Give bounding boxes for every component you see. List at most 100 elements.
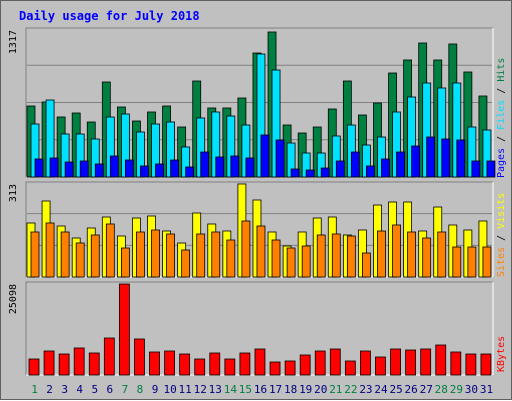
day-label-16: 16 (254, 383, 267, 396)
bar-sites-8 (136, 231, 145, 278)
panel-mid-max-label: 313 (8, 184, 19, 202)
bar-sites-7 (120, 247, 130, 278)
bar-sites-18 (286, 247, 296, 278)
day-label-31: 31 (480, 383, 493, 396)
bar-kbytes-11 (179, 353, 191, 376)
panel-bottom-legend: KBytes (496, 336, 507, 372)
bar-kbytes-5 (88, 352, 100, 376)
day-label-20: 20 (314, 383, 327, 396)
legend-kbytes: KBytes (496, 336, 507, 372)
bar-sites-30 (467, 246, 477, 278)
bar-sites-2 (45, 222, 55, 278)
panel-mid-legend: Sites / Visits (496, 193, 507, 277)
bar-kbytes-7 (118, 283, 130, 376)
bar-sites-27 (422, 237, 432, 278)
bar-kbytes-16 (254, 348, 266, 376)
bar-pages-7 (124, 159, 134, 178)
legend-separator: / (496, 130, 507, 148)
bar-sites-3 (60, 231, 70, 278)
bar-pages-25 (396, 151, 405, 178)
bar-kbytes-22 (344, 360, 356, 376)
bar-pages-11 (185, 166, 195, 178)
bar-pages-26 (411, 145, 421, 178)
legend-separator: / (496, 82, 507, 100)
bar-sites-19 (301, 245, 311, 278)
bar-pages-1 (34, 158, 44, 178)
day-label-22: 22 (344, 383, 357, 396)
day-label-5: 5 (91, 383, 98, 396)
bar-pages-13 (215, 156, 225, 178)
bar-pages-9 (155, 163, 164, 178)
day-label-3: 3 (61, 383, 68, 396)
bar-sites-29 (452, 246, 462, 278)
bar-kbytes-14 (224, 358, 236, 376)
legend-files: Files (496, 100, 507, 130)
bar-pages-28 (441, 138, 451, 178)
bar-sites-6 (105, 223, 115, 278)
bar-pages-24 (381, 158, 390, 178)
bar-kbytes-18 (284, 360, 296, 376)
bar-pages-30 (471, 160, 481, 178)
day-label-27: 27 (420, 383, 433, 396)
bar-sites-17 (271, 239, 281, 278)
bar-pages-3 (64, 161, 74, 178)
bar-pages-8 (140, 165, 149, 178)
day-label-6: 6 (107, 383, 114, 396)
bar-sites-10 (166, 233, 175, 278)
bar-kbytes-15 (239, 352, 251, 376)
day-label-23: 23 (359, 383, 372, 396)
bar-kbytes-20 (314, 350, 326, 376)
bar-kbytes-28 (435, 344, 447, 376)
day-label-12: 12 (194, 383, 207, 396)
bar-sites-5 (90, 234, 100, 278)
chart-title: Daily usage for July 2018 (19, 9, 200, 23)
bar-sites-4 (75, 242, 85, 278)
day-label-14: 14 (224, 383, 238, 396)
day-label-10: 10 (163, 383, 176, 396)
bar-kbytes-31 (480, 353, 492, 376)
bar-kbytes-24 (375, 356, 386, 376)
bar-kbytes-25 (390, 348, 401, 376)
bar-kbytes-13 (209, 352, 221, 376)
bar-pages-29 (456, 139, 466, 178)
bar-kbytes-17 (269, 361, 281, 376)
bar-sites-16 (256, 225, 266, 278)
bar-kbytes-8 (134, 338, 145, 376)
bar-kbytes-1 (28, 358, 40, 376)
bar-sites-23 (362, 252, 371, 278)
legend-hits: Hits (496, 58, 507, 82)
bar-kbytes-29 (450, 351, 462, 376)
panel-bottom-max-label: 25098 (8, 284, 19, 314)
bar-pages-22 (350, 151, 360, 178)
x-axis: 1 2 3 4 5 6 7 8 9 10 11 12 13 14 15 16 17 18 19 20 21 22 23 24 2… (31, 383, 493, 396)
panel-top-legend: Pages / Files / Hits (496, 58, 507, 178)
day-label-9: 9 (152, 383, 159, 396)
day-label-13: 13 (209, 383, 222, 396)
day-label-21: 21 (329, 383, 342, 396)
bar-sites-14 (226, 239, 236, 278)
bar-pages-20 (320, 167, 330, 178)
bar-kbytes-2 (43, 350, 55, 376)
bar-kbytes-12 (194, 358, 206, 376)
chart-panels: 1317 Pages / Files / Hits 313 Sites / Visit… (8, 27, 507, 376)
bar-pages-10 (170, 159, 179, 178)
bar-kbytes-19 (299, 354, 311, 376)
bar-kbytes-10 (164, 350, 175, 376)
bar-kbytes-3 (58, 353, 70, 376)
bar-sites-15 (241, 220, 251, 278)
bar-pages-12 (200, 151, 210, 178)
panel-bottom: 25098 KBytes (8, 281, 507, 376)
bar-sites-9 (151, 229, 160, 278)
legend-separator: / (496, 229, 507, 247)
day-label-28: 28 (435, 383, 448, 396)
day-label-29: 29 (450, 383, 463, 396)
bar-pages-6 (109, 155, 119, 178)
bar-sites-21 (331, 233, 341, 278)
bar-pages-27 (426, 136, 436, 178)
bar-pages-17 (275, 139, 285, 178)
bar-pages-19 (305, 169, 315, 178)
bar-sites-31 (482, 246, 492, 278)
day-label-15: 15 (239, 383, 252, 396)
